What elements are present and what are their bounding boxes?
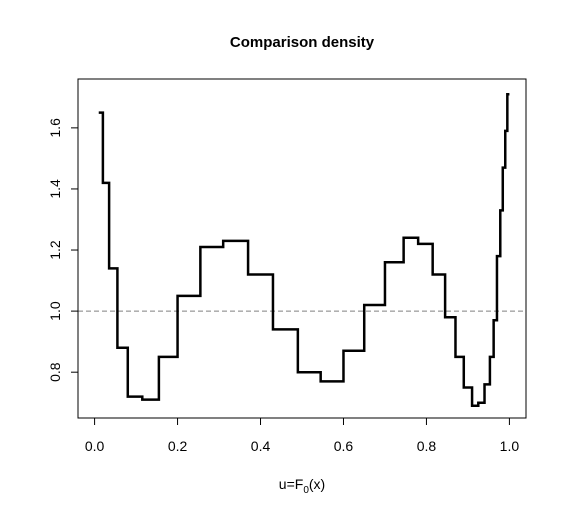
plot-frame (77, 78, 527, 419)
y-tick-label: 0.8 (47, 362, 63, 382)
y-tick-label: 1.0 (47, 301, 63, 321)
density-step-line (98, 93, 510, 408)
plot-area (78, 93, 526, 408)
x-tick-label: 0.4 (251, 438, 271, 454)
x-tick-label: 1.0 (500, 438, 520, 454)
y-tick-label: 1.4 (47, 179, 63, 199)
chart-title: Comparison density (230, 34, 375, 51)
x-tick-label: 0.6 (334, 438, 354, 454)
x-tick-label: 0.8 (417, 438, 437, 454)
x-axis-label: u=F0(x) (279, 476, 325, 496)
x-tick-label: 0.2 (168, 438, 188, 454)
y-tick-label: 1.2 (47, 240, 63, 260)
y-axis: 0.8 1.0 1.2 1.4 1.6 (47, 118, 79, 382)
x-tick-label: 0.0 (85, 438, 105, 454)
y-tick-label: 1.6 (47, 118, 63, 138)
x-axis: 0.0 0.2 0.4 0.6 0.8 1.0 (85, 417, 520, 454)
